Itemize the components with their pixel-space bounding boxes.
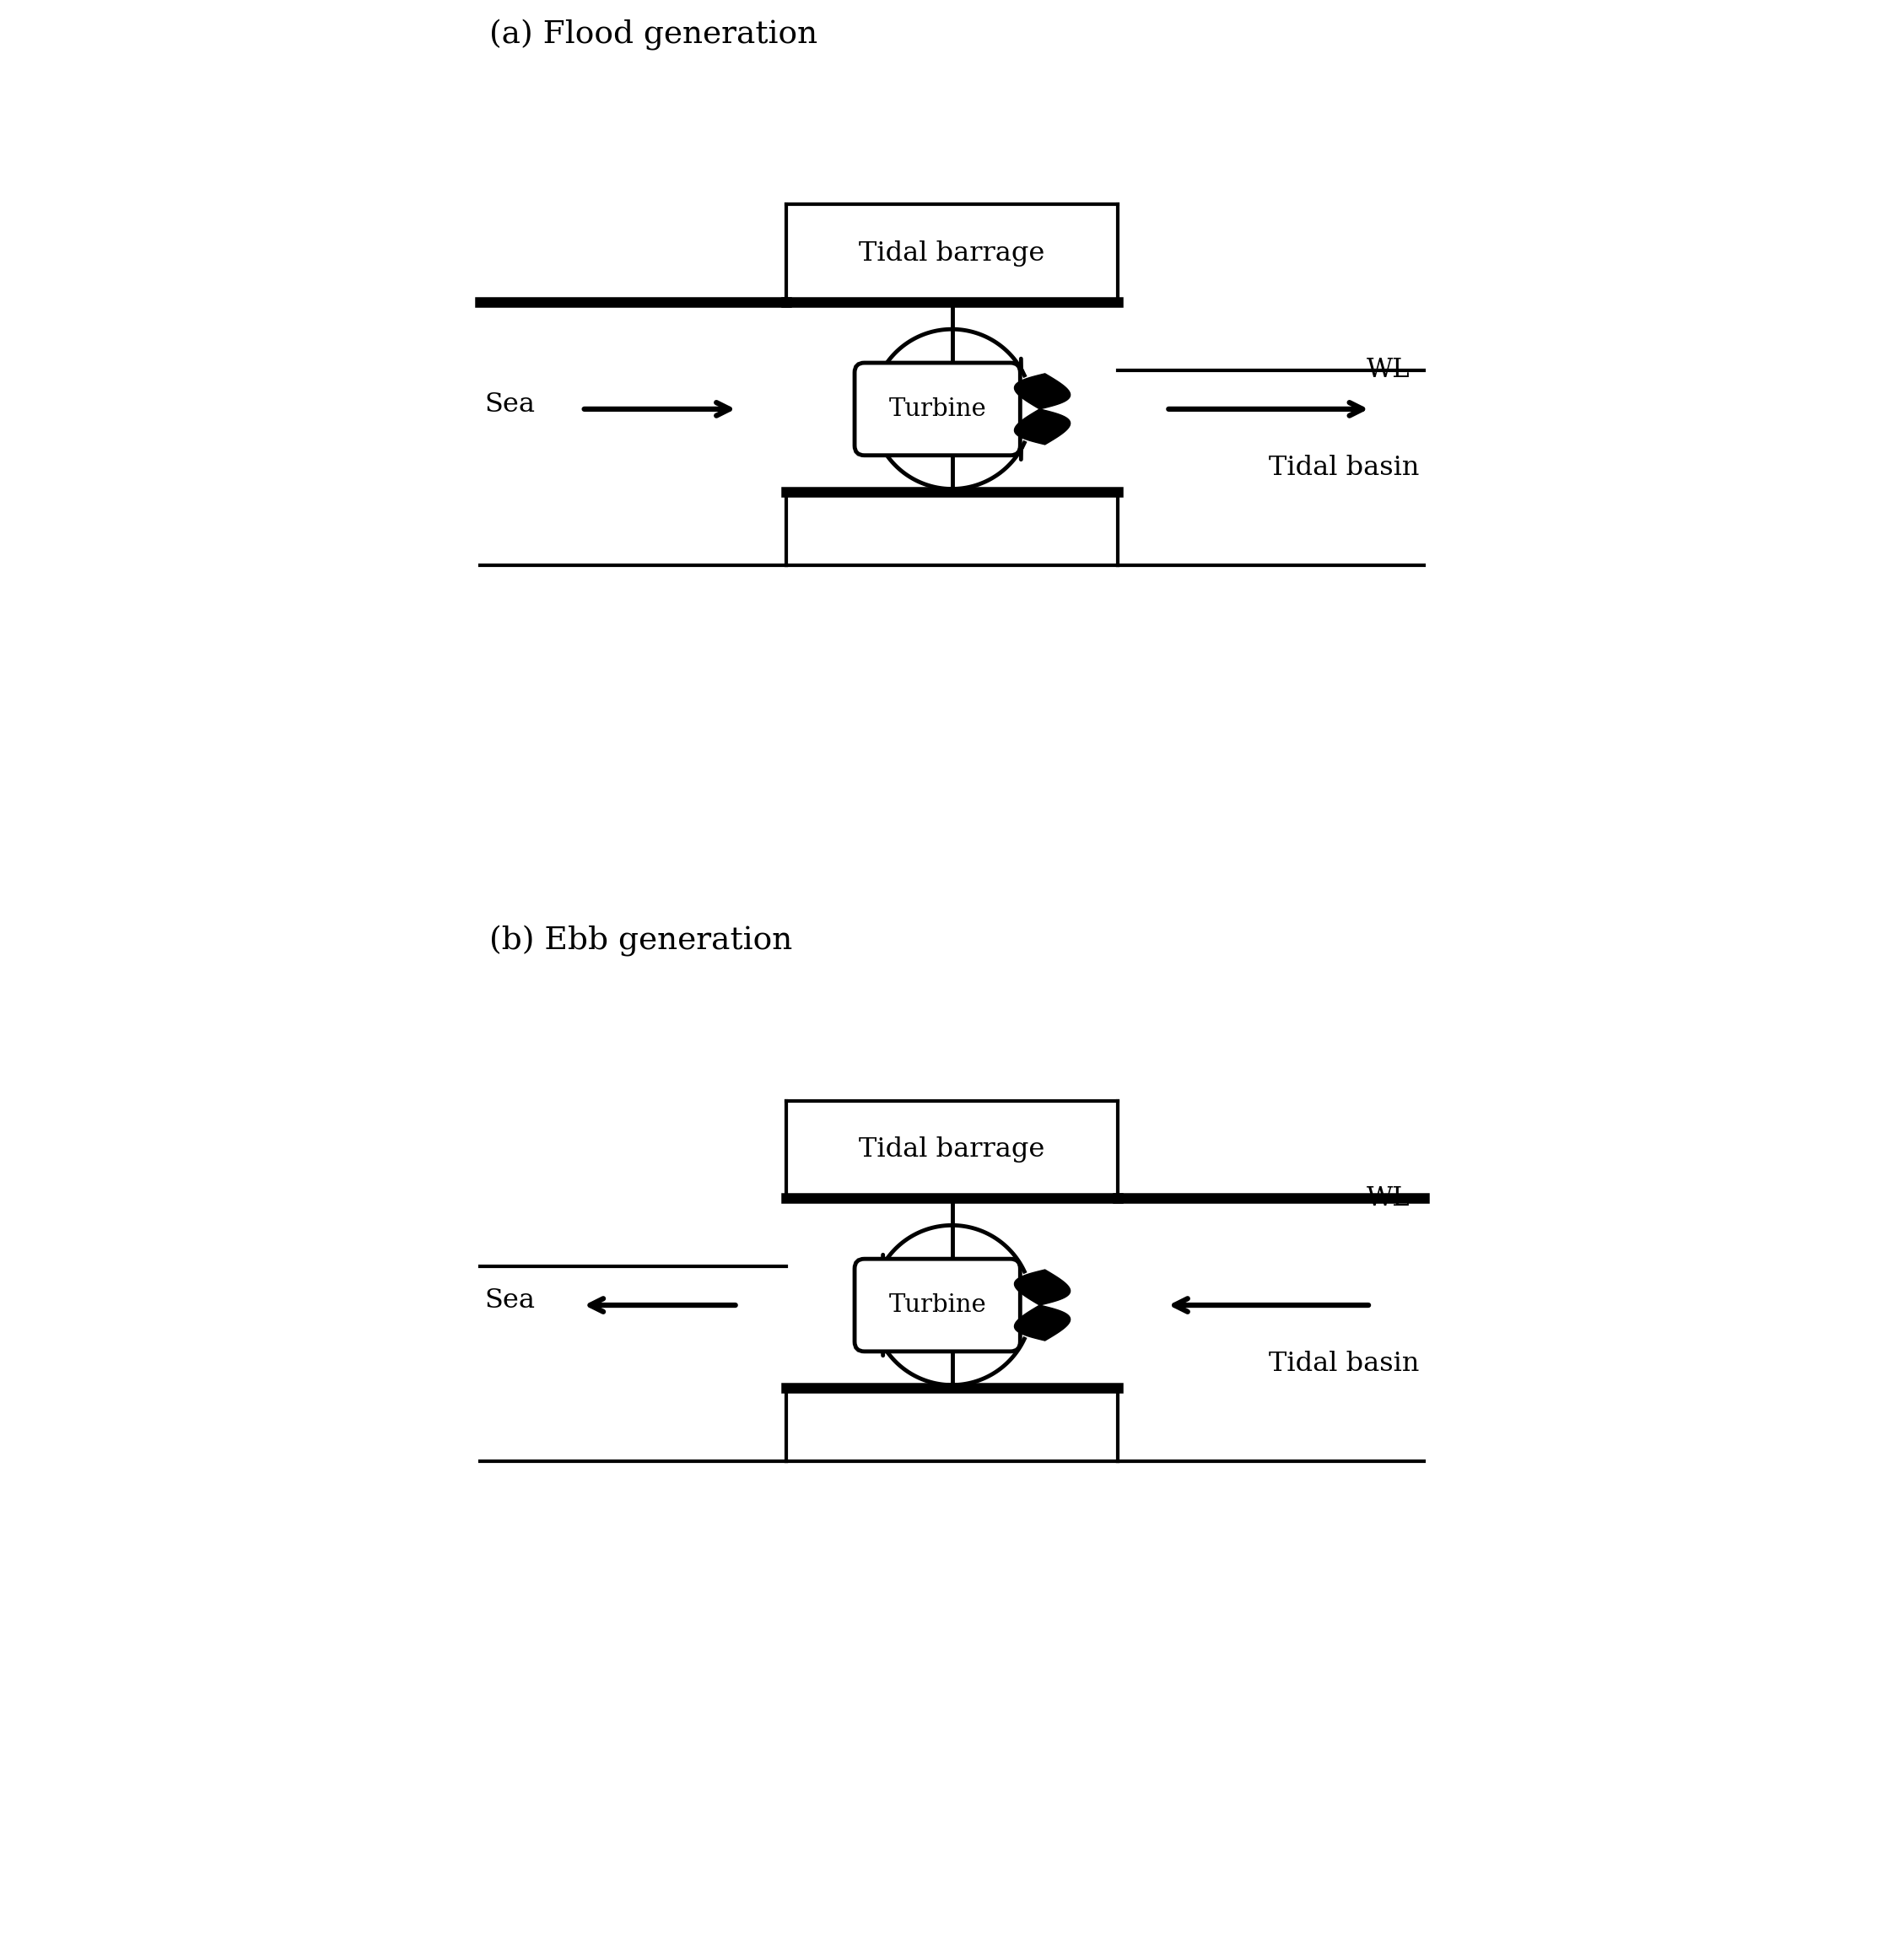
Text: Turbine: Turbine [889, 397, 986, 421]
Text: Tidal basin: Tidal basin [1268, 454, 1420, 481]
Polygon shape [1015, 1270, 1070, 1305]
Text: WL: WL [1367, 1184, 1409, 1212]
Polygon shape [1015, 1305, 1070, 1340]
Text: Tidal barrage: Tidal barrage [859, 240, 1045, 267]
Text: (a) Flood generation: (a) Flood generation [489, 19, 817, 51]
FancyBboxPatch shape [855, 362, 1021, 456]
Text: (b) Ebb generation: (b) Ebb generation [489, 925, 792, 956]
Text: Tidal basin: Tidal basin [1268, 1350, 1420, 1377]
Text: WL: WL [1367, 356, 1409, 384]
Polygon shape [1015, 374, 1070, 409]
Text: Sea: Sea [484, 1288, 535, 1313]
Text: Tidal barrage: Tidal barrage [859, 1136, 1045, 1163]
Text: Turbine: Turbine [889, 1293, 986, 1317]
Text: Sea: Sea [484, 392, 535, 417]
FancyBboxPatch shape [855, 1258, 1021, 1352]
Polygon shape [1015, 409, 1070, 444]
